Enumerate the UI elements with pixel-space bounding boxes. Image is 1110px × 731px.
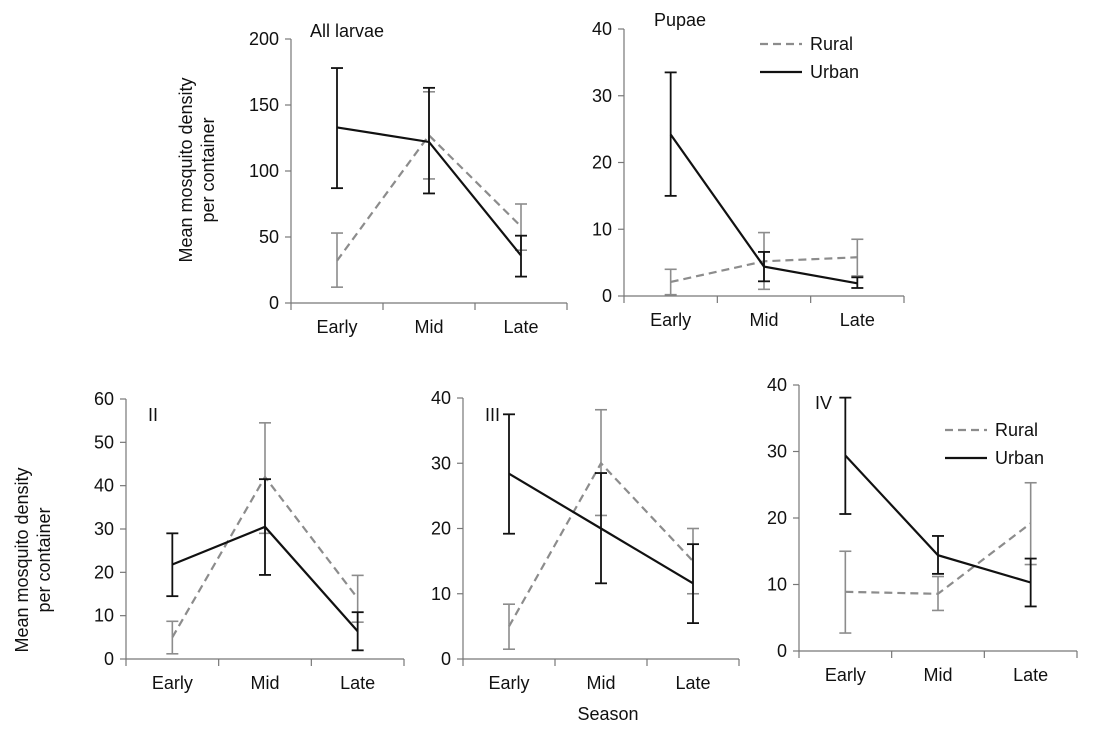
- panel-4-title: III: [485, 405, 500, 425]
- panel-5-y-tick-label: 30: [767, 442, 787, 462]
- panel-1-x-tick-label: Late: [503, 317, 538, 337]
- panel-4-y-tick-label: 40: [431, 388, 451, 408]
- panel-4-y-tick-label: 30: [431, 453, 451, 473]
- panel-1-title: All larvae: [310, 21, 384, 41]
- panel-4-y-tick-label: 0: [441, 649, 451, 669]
- panel-5-y-tick-label: 20: [767, 508, 787, 528]
- panel-2-y-tick-label: 30: [592, 86, 612, 106]
- panel-4-y-tick-label: 20: [431, 519, 451, 539]
- y-axis-label-bottom-line1: Mean mosquito density: [12, 467, 32, 652]
- panel-1-x-tick-label: Early: [316, 317, 357, 337]
- panel-1-y-tick-label: 50: [259, 227, 279, 247]
- panel-5-y-tick-label: 10: [767, 575, 787, 595]
- panel-3-y-tick-label: 10: [94, 606, 114, 626]
- panel-3-title: II: [148, 405, 158, 425]
- panel-1-series-rural-line: [336, 133, 522, 262]
- panel-4-x-tick-label: Late: [675, 673, 710, 693]
- panel-3-x-tick-label: Late: [340, 673, 375, 693]
- panel-5-x-tick-label: Late: [1013, 665, 1048, 685]
- panel-2-x-tick-label: Late: [840, 310, 875, 330]
- x-axis-label-season: Season: [577, 704, 638, 724]
- panel-5-y-tick-label: 0: [777, 641, 787, 661]
- panel-5-x-tick-label: Early: [825, 665, 866, 685]
- y-axis-label-top-line2: per container: [198, 117, 218, 222]
- panel-2-y-tick-label: 0: [602, 286, 612, 306]
- panel-2-x-tick-label: Mid: [749, 310, 778, 330]
- panel-4-x-tick-label: Early: [488, 673, 529, 693]
- panel-2-y-tick-label: 40: [592, 19, 612, 39]
- panel-4-y-tick-label: 10: [431, 584, 451, 604]
- panel-3-y-tick-label: 50: [94, 432, 114, 452]
- panel-3-y-tick-label: 30: [94, 519, 114, 539]
- panel-1-y-tick-label: 100: [249, 161, 279, 181]
- panel-4-x-tick-label: Mid: [586, 673, 615, 693]
- y-axis-label-top-line1: Mean mosquito density: [176, 77, 196, 262]
- panel-3-y-tick-label: 40: [94, 476, 114, 496]
- panel-2-title: Pupae: [654, 10, 706, 30]
- panel-2-x-tick-label: Early: [650, 310, 691, 330]
- y-axis-label-bottom-line2: per container: [34, 507, 54, 612]
- panel-5-y-tick-label: 40: [767, 375, 787, 395]
- panel-3-y-tick-label: 60: [94, 389, 114, 409]
- panel-3-y-tick-label: 20: [94, 562, 114, 582]
- panel-2-legend-label-rural: Rural: [810, 34, 853, 54]
- panel-3-x-tick-label: Early: [152, 673, 193, 693]
- panel-1-y-tick-label: 150: [249, 95, 279, 115]
- panel-5-title: IV: [815, 393, 832, 413]
- panel-2-y-tick-label: 10: [592, 219, 612, 239]
- panel-3-y-tick-label: 0: [104, 649, 114, 669]
- panel-1-y-tick-label: 0: [269, 293, 279, 313]
- panel-2-legend-label-urban: Urban: [810, 62, 859, 82]
- panel-5-legend-label-rural: Rural: [995, 420, 1038, 440]
- panel-2-y-tick-label: 20: [592, 153, 612, 173]
- panel-3-x-tick-label: Mid: [250, 673, 279, 693]
- panel-5-legend-label-urban: Urban: [995, 448, 1044, 468]
- panel-5-x-tick-label: Mid: [923, 665, 952, 685]
- panel-1-y-tick-label: 200: [249, 29, 279, 49]
- panel-1-x-tick-label: Mid: [414, 317, 443, 337]
